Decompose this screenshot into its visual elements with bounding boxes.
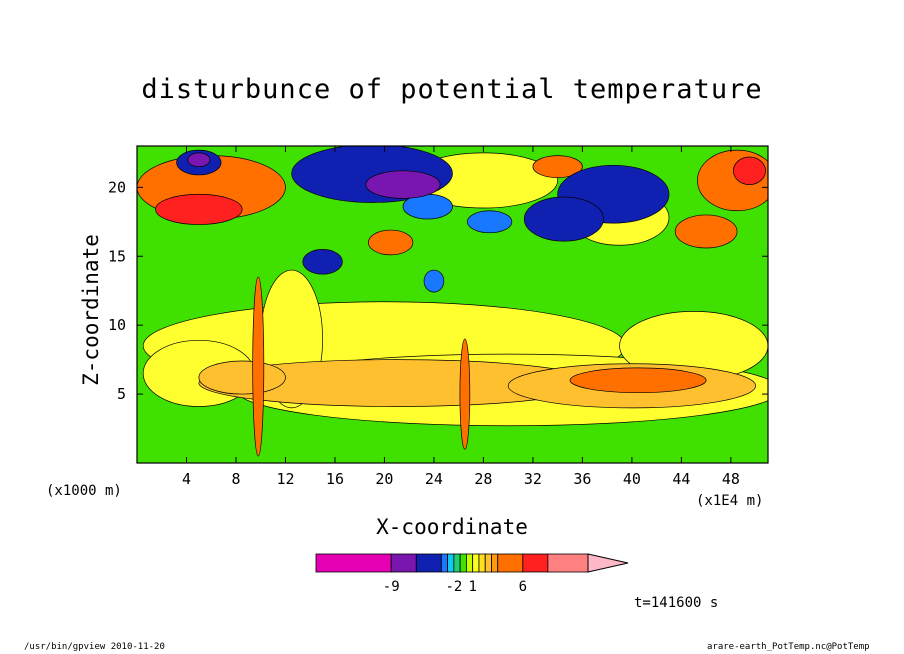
colorbar-segment xyxy=(472,553,480,573)
contour-region-hot xyxy=(733,156,766,185)
x-tick-label: 36 xyxy=(573,470,591,488)
x-tick-label: 24 xyxy=(425,470,443,488)
x-unit-left: (x1000 m) xyxy=(46,483,122,499)
contour-region-cold xyxy=(523,196,604,242)
colorbar-label: 6 xyxy=(519,579,527,595)
x-axis-label: X-coordinate xyxy=(376,515,528,539)
contour-region-moderate-positive xyxy=(198,360,286,395)
colorbar-segment xyxy=(497,553,524,573)
colorbar: -9 -2 1 6 xyxy=(315,553,629,595)
colorbar-segment xyxy=(453,553,461,573)
y-axis-label: Z-coordinate xyxy=(79,234,103,386)
contour-region-warm xyxy=(532,155,583,179)
x-tick-label: 12 xyxy=(276,470,294,488)
colorbar-segment xyxy=(315,553,392,573)
footer-source: arare-earth_PotTemp.nc@PotTemp xyxy=(707,642,870,652)
contour-region-warm xyxy=(674,214,738,249)
contour-region-hot xyxy=(155,193,243,225)
contour-region-cool xyxy=(466,210,513,234)
x-tick-label: 16 xyxy=(326,470,344,488)
colorbar-segment xyxy=(478,553,486,573)
colorbar-segment xyxy=(415,553,442,573)
contour-region-warm xyxy=(569,367,707,394)
y-tick-label: 20 xyxy=(108,178,126,196)
footer-command: /usr/bin/gpview 2010-11-20 xyxy=(24,642,165,652)
x-tick-label: 8 xyxy=(231,470,240,488)
time-label: t=141600 s xyxy=(634,595,719,611)
colorbar-segment xyxy=(447,553,455,573)
contour-region-very-cold xyxy=(187,152,211,168)
contour-plume xyxy=(459,338,471,450)
colorbar-label: 1 xyxy=(468,579,476,595)
contour-region-very-cold xyxy=(365,170,441,199)
contour-region-cold xyxy=(302,249,343,275)
x-tick-label: 48 xyxy=(722,470,740,488)
x-tick-label: 20 xyxy=(375,470,393,488)
chart-title: disturbunce of potential temperature xyxy=(141,74,763,105)
contour-region-warm xyxy=(368,229,414,256)
plot-frame xyxy=(136,145,769,464)
colorbar-segment xyxy=(459,553,467,573)
contour-plume xyxy=(252,276,265,457)
y-tick-label: 10 xyxy=(108,316,126,334)
contour-field xyxy=(137,146,768,463)
y-tick-label: 5 xyxy=(117,385,126,403)
x-tick-label: 44 xyxy=(672,470,690,488)
contour-region-warm xyxy=(697,149,768,212)
x-tick-label: 28 xyxy=(474,470,492,488)
colorbar-segment xyxy=(522,553,549,573)
x-unit-right: (x1E4 m) xyxy=(696,493,764,509)
y-tick-label: 15 xyxy=(108,247,126,265)
colorbar-segment xyxy=(547,553,589,573)
colorbar-extend-arrow xyxy=(587,553,629,573)
colorbar-label: -2 xyxy=(445,579,462,595)
x-tick-label: 40 xyxy=(623,470,641,488)
colorbar-segment xyxy=(466,553,474,573)
colorbar-segment xyxy=(491,553,499,573)
x-tick-label: 4 xyxy=(182,470,191,488)
x-tick-label: 32 xyxy=(524,470,542,488)
colorbar-segment xyxy=(440,553,449,573)
colorbar-segment xyxy=(484,553,492,573)
colorbar-label: -9 xyxy=(383,579,400,595)
contour-region-cool xyxy=(423,269,445,293)
colorbar-segment xyxy=(390,553,417,573)
